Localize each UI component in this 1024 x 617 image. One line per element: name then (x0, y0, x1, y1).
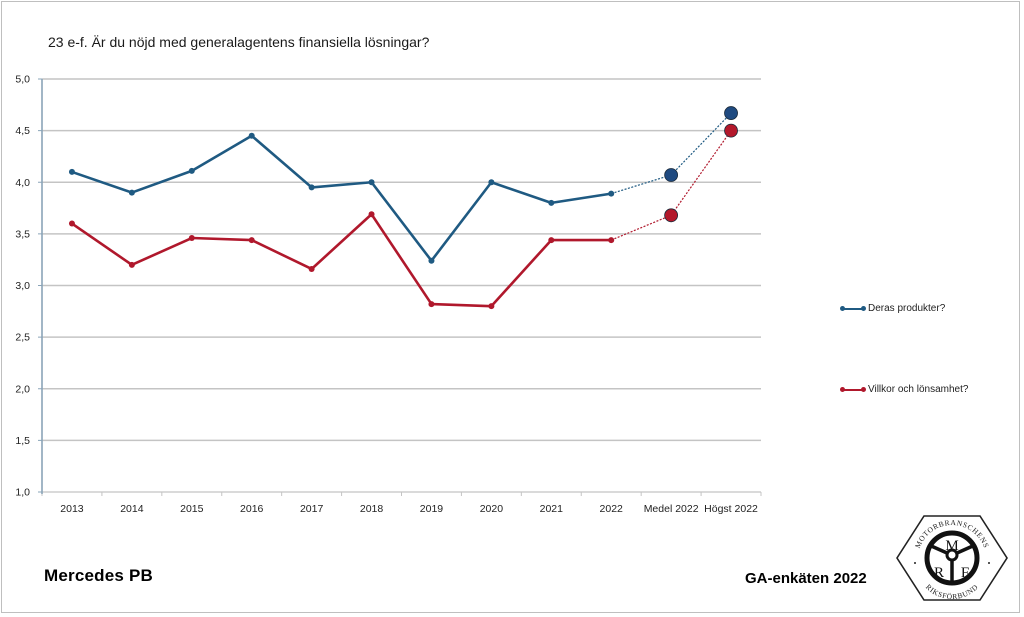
logo-letter-m: M (945, 538, 958, 554)
x-tick-label: 2021 (540, 503, 564, 515)
y-tick-label: 1,0 (15, 487, 30, 499)
y-tick-label: 3,5 (15, 228, 30, 240)
legend-label: Villkor och lönsamhet? (868, 384, 969, 395)
x-tick-label: 2013 (60, 503, 84, 515)
x-tick-label: Medel 2022 (644, 503, 699, 515)
highlight-point (664, 208, 679, 223)
x-tick-label: 2016 (240, 503, 264, 515)
data-point (308, 184, 315, 191)
data-point (68, 220, 75, 227)
legend-swatch-villkor-och-lonsamhet (840, 385, 866, 395)
y-tick-label: 4,0 (15, 177, 30, 189)
mrf-logo: MOTORBRANSCHENS RIKSFÖRBUND M R F (896, 515, 1008, 601)
data-point (548, 237, 555, 244)
x-tick-label: Högst 2022 (704, 503, 758, 515)
logo-letter-f: F (961, 565, 969, 581)
y-tick-label: 4,5 (15, 125, 30, 137)
steering-wheel-icon (924, 530, 980, 586)
legend-swatch-deras-produkter (840, 304, 866, 314)
data-point (428, 301, 435, 308)
data-point (608, 190, 615, 197)
series-line (71, 134, 612, 263)
chart-title: 23 e-f. Är du nöjd med generalagentens f… (48, 34, 430, 50)
x-tick-label: 2015 (180, 503, 204, 515)
series-projection-line (611, 112, 732, 195)
x-tick-label: 2017 (300, 503, 324, 515)
x-tick-label: 2020 (480, 503, 504, 515)
y-tick-label: 5,0 (15, 74, 30, 86)
data-point (128, 189, 135, 196)
series-projection-line (610, 130, 732, 241)
data-point (248, 132, 255, 139)
legend-label: Deras produkter? (868, 303, 946, 314)
y-tick-label: 2,0 (15, 383, 30, 395)
legend-item-deras-produkter: Deras produkter? (840, 303, 945, 314)
y-tick-label: 1,5 (15, 435, 30, 447)
data-point (488, 179, 495, 186)
highlight-point (724, 123, 738, 138)
data-point (368, 179, 375, 186)
x-tick-label: 2019 (420, 503, 444, 515)
data-point (308, 265, 315, 272)
data-point (188, 235, 195, 242)
brand-label: Mercedes PB (44, 566, 153, 585)
data-point (128, 261, 135, 268)
survey-label: GA-enkäten 2022 (745, 570, 867, 587)
legend-item-villkor-och-lonsamhet: Villkor och lönsamhet? (840, 384, 968, 395)
highlight-point (724, 106, 738, 120)
data-point (548, 199, 555, 206)
y-tick-label: 3,0 (15, 280, 30, 292)
highlight-point (664, 168, 679, 182)
data-point (608, 237, 615, 244)
data-point (188, 167, 195, 174)
data-point (428, 257, 435, 264)
x-tick-label: 2018 (360, 503, 384, 515)
data-point (488, 303, 495, 310)
data-point (368, 211, 375, 218)
data-point (248, 237, 255, 244)
data-point (68, 168, 75, 175)
x-tick-label: 2014 (120, 503, 144, 515)
logo-letter-r: R (934, 565, 944, 581)
x-tick-label: 2022 (600, 503, 624, 515)
y-tick-label: 2,5 (15, 332, 30, 344)
series-line (71, 212, 612, 308)
